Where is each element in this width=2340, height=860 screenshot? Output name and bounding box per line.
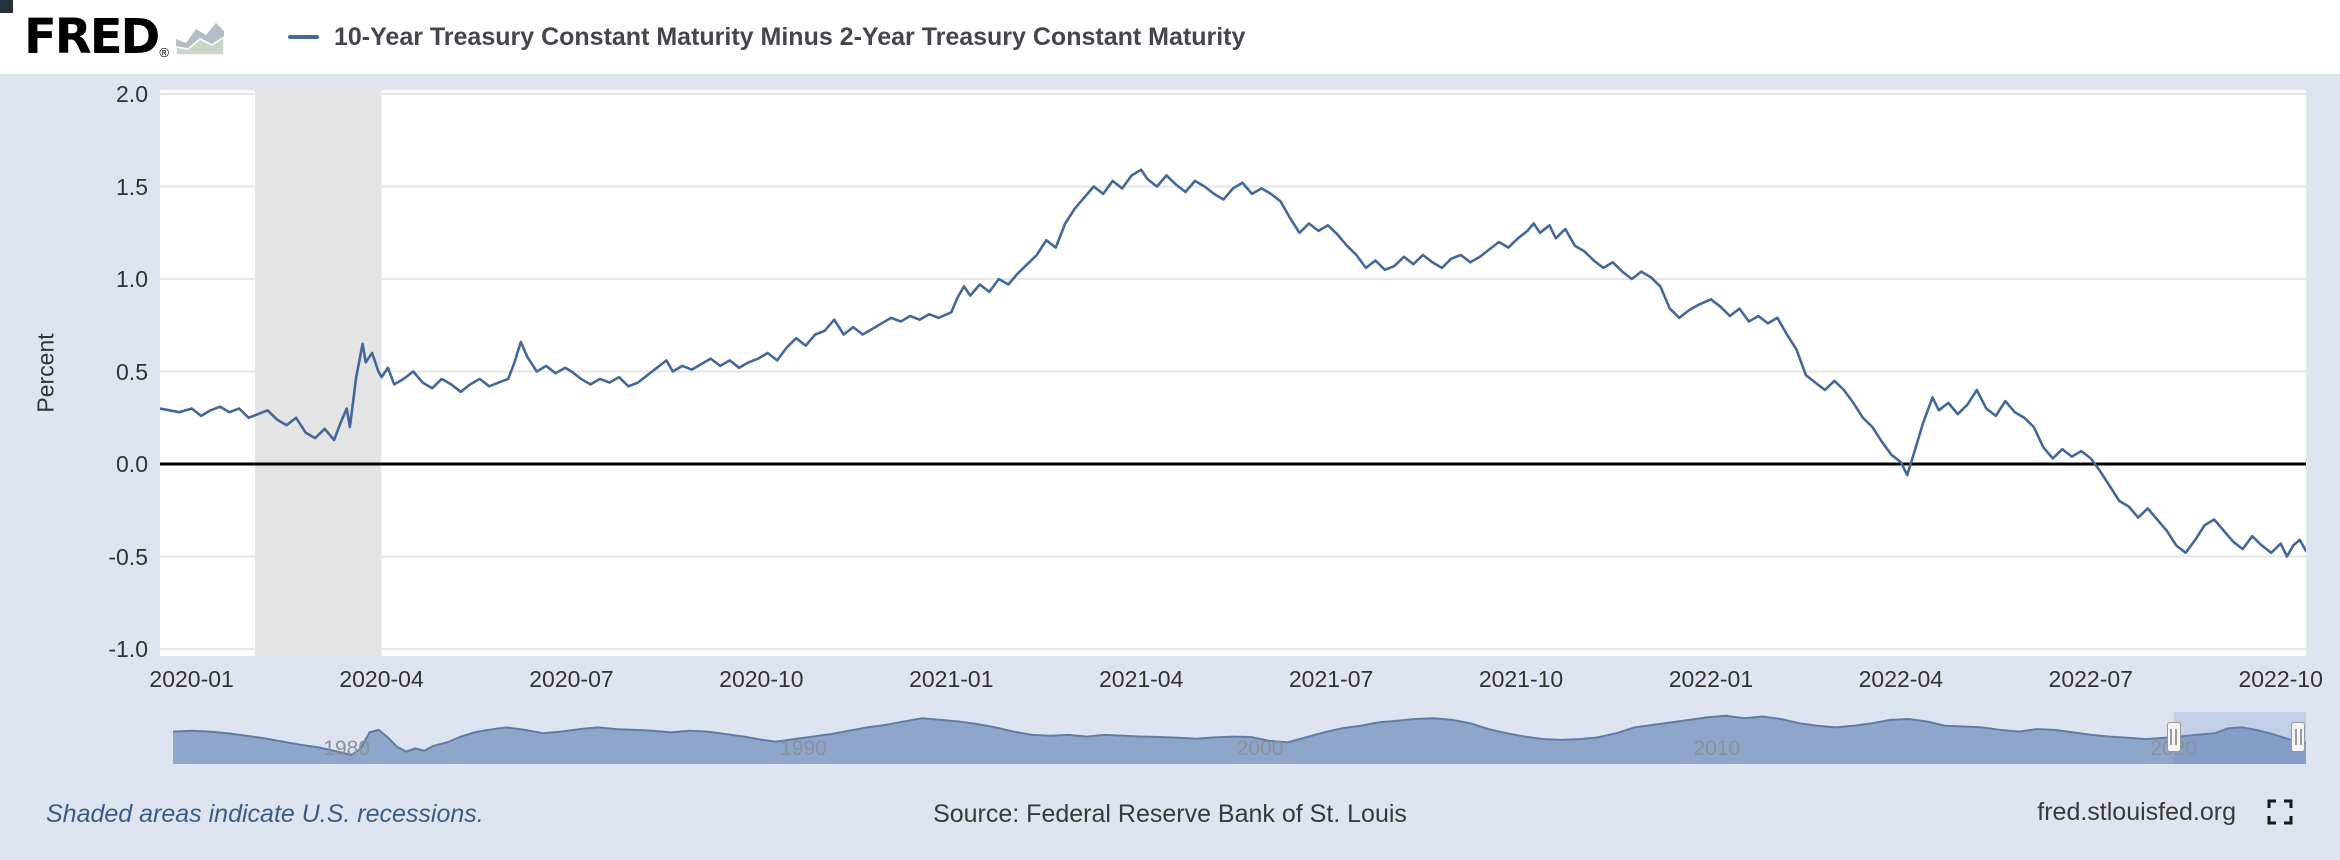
x-tick-label: 2020-10 (719, 666, 804, 692)
spread-series-line (158, 168, 2308, 558)
x-tick-label: 2021-04 (1098, 666, 1184, 692)
range-navigator[interactable]: 19801990200020102020 (164, 712, 2306, 764)
x-tick-label: 2020-04 (339, 666, 424, 692)
y-tick-label: 2.0 (116, 81, 148, 107)
y-tick-label: 1.5 (116, 173, 148, 200)
header: FRED ® 10-Year Treasury Constant Maturit… (0, 0, 2340, 74)
recession-band (255, 90, 382, 656)
fred-logo-graph-icon (175, 23, 225, 56)
main-chart-svg (158, 90, 2308, 656)
navigator-right-handle[interactable] (2291, 722, 2305, 752)
fullscreen-icon[interactable] (2264, 796, 2296, 828)
x-tick-label: 2021-10 (1478, 666, 1564, 692)
chart-plot-area[interactable] (158, 90, 2308, 656)
x-tick-label: 2022-01 (1668, 666, 1754, 692)
navigator-left-handle[interactable] (2166, 722, 2181, 752)
y-tick-label: -1.0 (108, 636, 148, 662)
y-tick-label: 1.0 (116, 266, 148, 292)
y-tick-label: 0.0 (116, 451, 148, 477)
x-tick-label: 2020-07 (529, 666, 614, 692)
footer-right: fred.stlouisfed.org (2037, 796, 2296, 828)
navigator-svg (173, 712, 2306, 764)
series-legend[interactable]: 10-Year Treasury Constant Maturity Minus… (287, 22, 1246, 52)
y-tick-label: 0.5 (116, 358, 148, 385)
recession-note-link[interactable]: Shaded areas indicate U.S. recessions. (46, 800, 484, 828)
x-tick-label: 2021-01 (909, 666, 994, 692)
footer: Shaded areas indicate U.S. recessions. S… (0, 792, 2340, 840)
navigator-area (173, 715, 2306, 764)
site-link[interactable]: fred.stlouisfed.org (2037, 797, 2236, 826)
window-corner-mark (0, 0, 13, 13)
navigator-decade-label: 2000 (1236, 737, 1284, 760)
navigator-selection-mask (2173, 712, 2306, 764)
x-tick-label: 2021-07 (1288, 666, 1374, 692)
navigator-area-outline (173, 714, 2306, 757)
navigator-decade-label: 1990 (780, 737, 827, 760)
fred-logo[interactable]: FRED ® (24, 9, 226, 65)
source-text: Source: Federal Reserve Bank of St. Loui… (933, 800, 1407, 828)
x-tick-label: 2022-07 (2048, 666, 2133, 692)
navigator-decade-label: 2010 (1693, 737, 1741, 760)
series-color-dash (287, 35, 319, 39)
y-tick-label: -0.5 (108, 543, 148, 570)
x-tick-label: 2020-01 (149, 666, 234, 692)
x-tick-label: 2022-10 (2238, 666, 2323, 692)
navigator-decade-label: 1980 (323, 737, 371, 760)
registered-mark: ® (159, 45, 169, 60)
y-axis-title: Percent (32, 333, 59, 413)
fred-logo-text: FRED (24, 9, 160, 65)
series-legend-label: 10-Year Treasury Constant Maturity Minus… (333, 22, 1246, 51)
x-tick-label: 2022-04 (1858, 666, 1944, 692)
